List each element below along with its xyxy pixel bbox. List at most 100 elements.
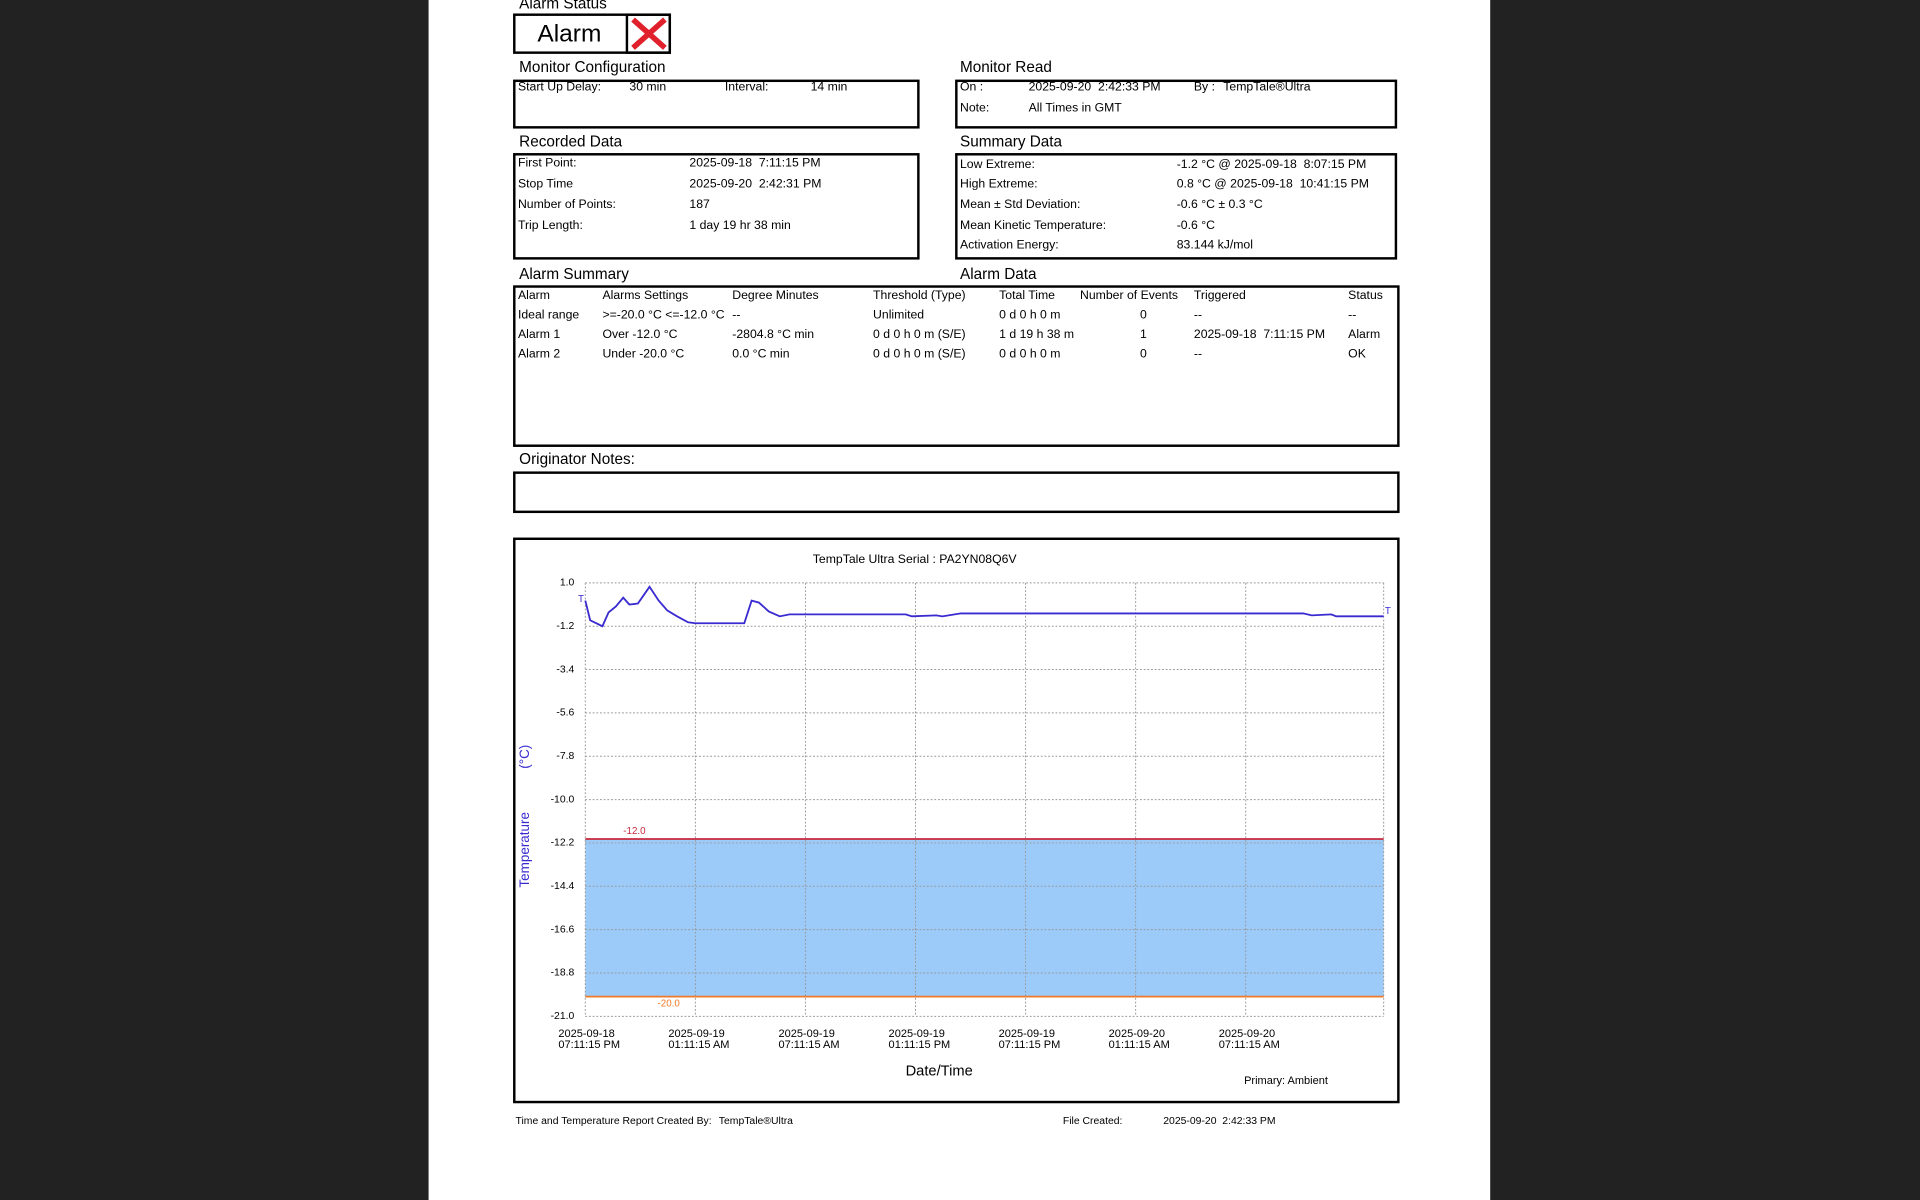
alarm-icon bbox=[631, 17, 667, 50]
table-header: Total Time bbox=[999, 288, 1055, 303]
x-tick-label: 2025-09-20 01:11:15 AM bbox=[1108, 1027, 1170, 1052]
table-header: Alarms Settings bbox=[602, 288, 689, 303]
table-cell: Alarm bbox=[1348, 328, 1381, 342]
y-tick-label: -3.4 bbox=[556, 664, 574, 675]
threshold-label: -12.0 bbox=[623, 826, 646, 837]
recorded-data-box bbox=[513, 153, 920, 260]
table-header: Triggered bbox=[1193, 288, 1246, 303]
section-title: Alarm Status bbox=[519, 0, 607, 12]
table-header: Number of Events bbox=[1080, 288, 1179, 303]
field-label: Start Up Delay: bbox=[517, 80, 601, 95]
x-tick-label: 2025-09-19 07:11:15 PM bbox=[998, 1027, 1061, 1052]
x-axis-label: Date/Time bbox=[906, 1063, 973, 1079]
table-cell: Alarm 1 bbox=[517, 328, 561, 342]
y-axis-label: Temperature bbox=[517, 812, 532, 888]
field-label: Note: bbox=[960, 101, 990, 116]
table-cell: OK bbox=[1348, 347, 1366, 362]
table-cell: 0 d 0 h 0 m bbox=[999, 308, 1061, 323]
y-tick-label: -1.2 bbox=[556, 621, 574, 632]
y-tick-label: -14.4 bbox=[551, 881, 575, 892]
table-cell: 0 d 0 h 0 m (S/E) bbox=[873, 347, 966, 362]
table-cell: 2025-09-18 7:11:15 PM bbox=[1193, 328, 1326, 342]
field-value: 83.144 kJ/mol bbox=[1176, 238, 1253, 253]
field-value: 0.8 °C @ 2025-09-18 10:41:15 PM bbox=[1176, 177, 1370, 192]
field-value: 2025-09-18 7:11:15 PM bbox=[689, 156, 821, 171]
y-tick-label: -10.0 bbox=[551, 794, 575, 805]
table-header: Threshold (Type) bbox=[873, 288, 966, 303]
field-value: -1.2 °C @ 2025-09-18 8:07:15 PM bbox=[1176, 157, 1367, 172]
chart-note: Primary: Ambient bbox=[1244, 1075, 1328, 1087]
table-header: Status bbox=[1348, 288, 1383, 303]
alarm-status-value: Alarm bbox=[537, 20, 602, 48]
monitor-read-box bbox=[955, 79, 1398, 129]
field-value: All Times in GMT bbox=[1028, 101, 1122, 116]
threshold-label: -20.0 bbox=[658, 999, 681, 1010]
field-label: Low Extreme: bbox=[960, 157, 1035, 172]
table-cell: -- bbox=[1348, 308, 1357, 323]
table-cell: 1 bbox=[1140, 328, 1147, 342]
field-value: 2025-09-20 2:42:31 PM bbox=[689, 177, 822, 192]
alarm-summary-box bbox=[513, 285, 1400, 447]
trip-marker: T bbox=[1385, 606, 1391, 617]
section-title: Originator Notes: bbox=[519, 450, 635, 468]
x-tick-label: 2025-09-20 07:11:15 AM bbox=[1218, 1027, 1280, 1052]
alarm-band bbox=[585, 838, 1384, 997]
table-cell: Under -20.0 °C bbox=[602, 347, 685, 362]
y-tick-label: -21.0 bbox=[551, 1011, 575, 1022]
section-title: Alarm Data bbox=[960, 265, 1037, 283]
trip-marker: T bbox=[578, 594, 584, 605]
table-cell: >=-20.0 °C <=-12.0 °C bbox=[602, 308, 725, 323]
temperature-line bbox=[584, 585, 1384, 628]
field-value: 187 bbox=[689, 198, 710, 212]
originator-notes-box bbox=[513, 471, 1400, 514]
y-axis-unit: (°C) bbox=[517, 745, 532, 769]
field-value: TempTale®Ultra bbox=[1223, 80, 1311, 95]
field-label: Trip Length: bbox=[517, 219, 583, 233]
y-tick-label: -12.2 bbox=[551, 838, 575, 849]
field-label: High Extreme: bbox=[960, 177, 1038, 192]
table-cell: 1 d 19 h 38 m bbox=[999, 328, 1075, 342]
table-cell: Over -12.0 °C bbox=[602, 328, 678, 342]
field-label: Stop Time bbox=[517, 177, 574, 192]
monitor-config-box bbox=[513, 79, 920, 129]
section-title: Monitor Read bbox=[960, 58, 1052, 76]
field-value: -0.6 °C ± 0.3 °C bbox=[1176, 198, 1263, 212]
table-cell: 0 bbox=[1140, 347, 1147, 362]
table-cell: 0 d 0 h 0 m (S/E) bbox=[873, 328, 966, 342]
footer-label: Time and Temperature Report Created By: bbox=[515, 1113, 712, 1127]
summary-data-box bbox=[955, 153, 1398, 260]
chart-title: TempTale Ultra Serial : PA2YN08Q6V bbox=[813, 552, 1018, 566]
x-tick-label: 2025-09-19 07:11:15 AM bbox=[778, 1027, 840, 1052]
chart-box bbox=[513, 537, 1400, 1104]
table-cell: Alarm 2 bbox=[517, 347, 561, 362]
section-title: Recorded Data bbox=[519, 133, 623, 151]
y-tick-label: -7.8 bbox=[556, 751, 574, 762]
table-header: Alarm bbox=[517, 288, 550, 303]
table-cell: -- bbox=[732, 308, 741, 323]
table-cell: Unlimited bbox=[873, 308, 925, 323]
x-tick-label: 2025-09-19 01:11:15 PM bbox=[888, 1027, 951, 1052]
field-value: 1 day 19 hr 38 min bbox=[689, 219, 791, 233]
field-value: 30 min bbox=[629, 80, 667, 95]
y-tick-label: -16.6 bbox=[551, 924, 575, 935]
field-label: Activation Energy: bbox=[960, 238, 1059, 253]
field-label: Mean ± Std Deviation: bbox=[960, 198, 1081, 212]
field-label: First Point: bbox=[517, 156, 577, 171]
field-value: 2025-09-20 2:42:33 PM bbox=[1028, 80, 1161, 95]
table-cell: -- bbox=[1193, 308, 1203, 323]
table-cell: -2804.8 °C min bbox=[732, 328, 815, 342]
field-label: Number of Points: bbox=[517, 198, 616, 212]
table-cell: -- bbox=[1193, 347, 1203, 362]
table-cell: 0.0 °C min bbox=[732, 347, 790, 362]
table-header: Degree Minutes bbox=[732, 288, 819, 303]
field-value: 14 min bbox=[810, 80, 848, 95]
alarm-icon-box bbox=[625, 13, 672, 54]
section-title: Monitor Configuration bbox=[519, 58, 666, 76]
footer-value: 2025-09-20 2:42:33 PM bbox=[1163, 1113, 1276, 1127]
table-cell: Ideal range bbox=[517, 308, 580, 323]
x-tick-label: 2025-09-19 01:11:15 AM bbox=[668, 1027, 730, 1052]
field-label: By : bbox=[1193, 80, 1215, 95]
